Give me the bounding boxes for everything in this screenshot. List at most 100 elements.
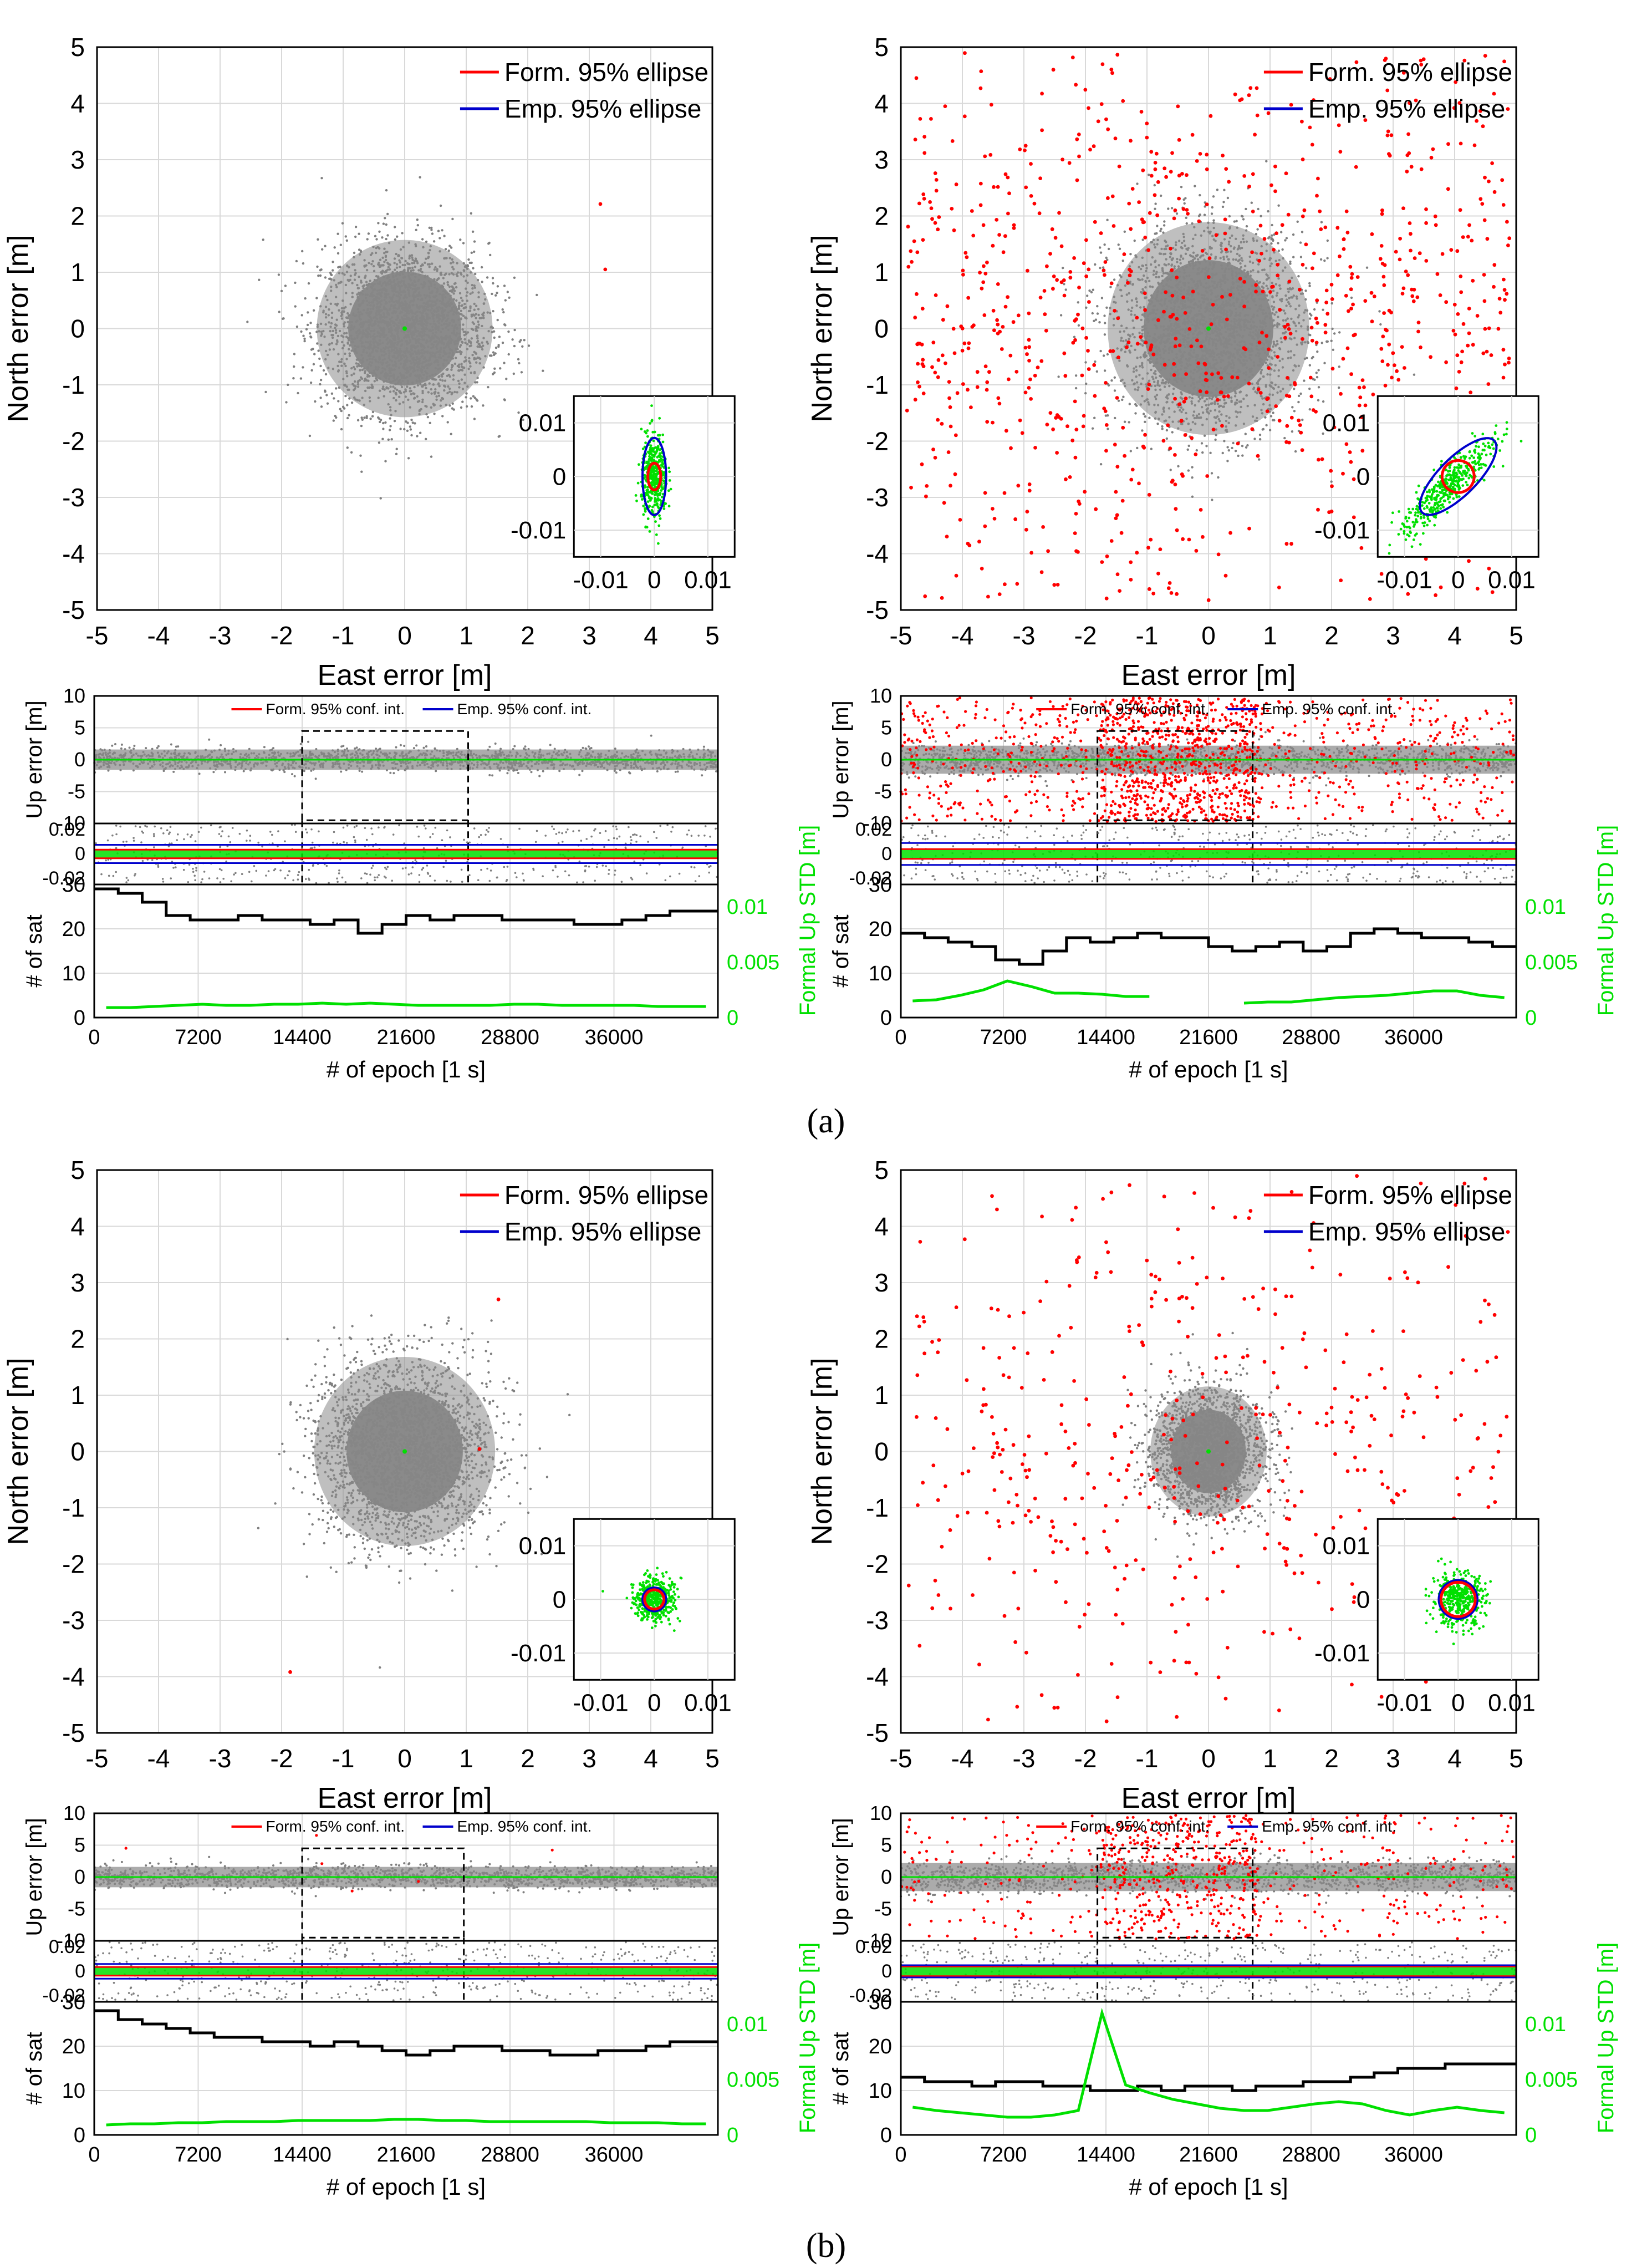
x-tick-label: -3 [209, 621, 232, 650]
cloud-point [356, 419, 360, 421]
cloud-point [1308, 317, 1312, 320]
x-tick-label: -4 [147, 621, 170, 650]
cloud-point [1271, 234, 1273, 237]
cloud-point [295, 260, 298, 263]
cloud-point [316, 265, 319, 268]
cloud-point [302, 262, 305, 265]
y-tick-label: 0 [70, 314, 85, 343]
cloud-point [1306, 357, 1308, 359]
cloud-point [470, 405, 473, 408]
cloud-point [1103, 369, 1107, 372]
inset-point [658, 460, 661, 463]
cloud-point [1102, 266, 1105, 269]
cloud-point [388, 429, 391, 431]
cloud-point [1199, 194, 1201, 197]
cloud-point [1129, 450, 1133, 452]
outlier-point [598, 202, 603, 206]
cloud-point [1209, 451, 1212, 454]
cloud-point [281, 317, 284, 320]
inset-point [658, 416, 661, 420]
cloud-point [1133, 239, 1136, 242]
inset-point [648, 530, 651, 533]
cloud-point [1148, 416, 1151, 419]
cloud-point [1216, 189, 1219, 191]
cloud-point [1326, 239, 1329, 242]
cloud-point [505, 378, 508, 380]
x-tick-label: 0 [397, 621, 412, 650]
inset-point [662, 507, 666, 510]
cloud-point [1234, 450, 1237, 452]
cloud-point [337, 400, 340, 403]
cloud-point [1320, 342, 1323, 344]
cloud-point [1110, 379, 1113, 382]
cloud-point [441, 229, 443, 232]
x-tick-label: -2 [271, 621, 293, 650]
cloud-point [324, 245, 327, 247]
inset-point [649, 456, 652, 460]
cloud-point [416, 224, 419, 227]
inset-point [656, 494, 659, 497]
cloud-point [501, 308, 504, 311]
cloud-point [358, 232, 360, 235]
cloud-point [409, 428, 412, 431]
cloud-point [1303, 379, 1306, 382]
cloud-point [264, 390, 267, 394]
cloud-point [329, 271, 332, 274]
cloud-point [506, 291, 509, 293]
cloud-point [1323, 259, 1326, 262]
cloud-point [1106, 218, 1109, 221]
cloud-point [407, 457, 410, 460]
cloud-point [441, 415, 444, 418]
cloud-point [307, 282, 310, 285]
inset-point [654, 482, 657, 485]
cloud-point [451, 407, 453, 410]
cloud-point [302, 366, 304, 369]
cloud-point [1317, 399, 1320, 401]
inset-point [647, 451, 651, 455]
cloud-point [406, 429, 409, 432]
cloud-point [1330, 302, 1333, 305]
cloud-point [503, 399, 506, 401]
cloud-point [320, 405, 323, 408]
cloud-point [1203, 213, 1206, 216]
cloud-point [494, 352, 497, 355]
cloud-point [460, 406, 463, 409]
cloud-point [473, 396, 477, 399]
cloud-point [487, 242, 490, 245]
cloud-point [1099, 463, 1103, 466]
cloud-point [419, 431, 422, 434]
cloud-point [507, 330, 510, 333]
cloud-point [1099, 267, 1102, 269]
cloud-point [317, 274, 320, 277]
cloud-point [1245, 446, 1248, 449]
inset-point [652, 450, 656, 454]
cloud-point [1091, 312, 1094, 315]
cloud-point [1096, 312, 1099, 315]
cloud-point [306, 323, 309, 327]
cloud-point [482, 404, 485, 407]
cloud-point [503, 284, 506, 287]
cloud-point [403, 428, 406, 431]
cloud-point [1217, 476, 1220, 479]
cloud-point [496, 285, 499, 288]
cloud-point [499, 367, 502, 370]
cloud-point [312, 348, 314, 350]
cloud-point [443, 235, 446, 237]
cloud-point [308, 434, 312, 438]
cloud-point [1245, 225, 1248, 228]
cloud-point [503, 362, 506, 364]
inset-point [668, 470, 671, 474]
cloud-point [389, 425, 392, 428]
cloud-point [1332, 348, 1334, 351]
inset-y-tick: -0.01 [511, 517, 566, 544]
cloud-point [1413, 373, 1416, 376]
cloud-point [375, 238, 378, 241]
cloud-point [1271, 223, 1273, 227]
inset-point [649, 448, 652, 451]
cloud-point [339, 243, 342, 246]
cloud-point [340, 428, 343, 431]
inset-point [649, 422, 651, 425]
cloud-point [295, 326, 299, 328]
cloud-point [1319, 258, 1323, 261]
